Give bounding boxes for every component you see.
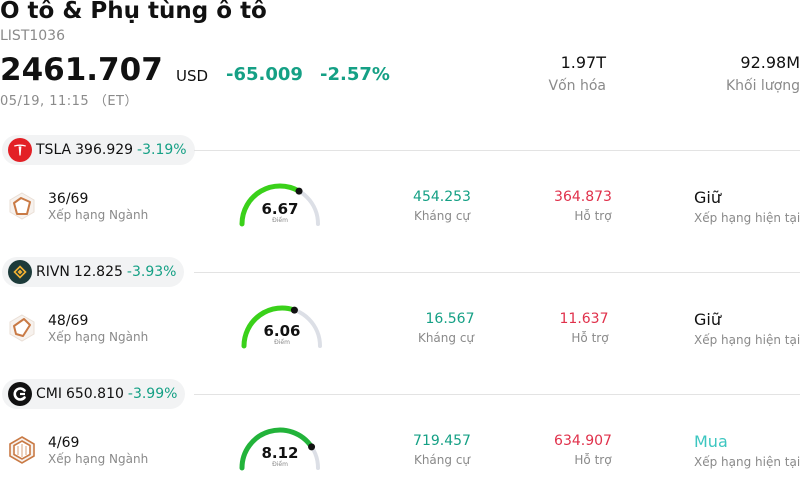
ticker-price: 12.825	[73, 264, 123, 280]
score-gauge	[239, 427, 320, 471]
rivian-logo-icon	[8, 260, 32, 284]
stock-ticker-tsla[interactable]: TSLA 396.929 -3.19%	[2, 135, 195, 165]
support-label: Hỗ trợ	[571, 331, 609, 345]
industry-rank-label: Xếp hạng Ngành	[48, 330, 149, 344]
support-value: 634.907	[554, 433, 612, 449]
resistance-label: Kháng cự	[413, 453, 471, 467]
ticker-price: 396.929	[75, 142, 134, 158]
current-rating-label: Xếp hạng hiện tại	[694, 455, 800, 469]
support-label: Hỗ trợ	[574, 453, 612, 467]
score-value: 6.06	[263, 322, 301, 340]
score-value: 8.12	[261, 444, 299, 462]
resistance-label: Kháng cự	[413, 209, 471, 223]
volume-value: 92.98M	[740, 53, 800, 72]
ticker-change: -3.99%	[127, 386, 178, 402]
industry-rank: 36/69	[48, 191, 89, 207]
index-price: 2461.707	[0, 52, 163, 88]
resistance-value: 16.567	[425, 311, 475, 327]
industry-rank: 48/69	[48, 313, 89, 329]
ticker-symbol: RIVN	[36, 264, 70, 280]
timestamp: 05/19, 11:15 （ET）	[0, 94, 138, 109]
industry-rank: 4/69	[48, 435, 80, 451]
current-rating-label: Xếp hạng hiện tại	[694, 211, 800, 225]
tesla-logo-icon	[8, 138, 32, 162]
industry-rank-label: Xếp hạng Ngành	[48, 452, 149, 466]
stock-ticker-cmi[interactable]: CMI 650.810 -3.99%	[2, 379, 186, 409]
support-label: Hỗ trợ	[574, 209, 612, 223]
industry-rank-icon	[9, 436, 35, 464]
market-cap-value: 1.97T	[560, 53, 606, 72]
industry-rank-label: Xếp hạng Ngành	[48, 208, 149, 222]
current-rating: Giữ	[694, 188, 721, 207]
resistance-value: 454.253	[413, 189, 471, 205]
currency-label: USD	[176, 67, 209, 85]
industry-rank-icon	[9, 192, 35, 220]
market-cap-label: Vốn hóa	[548, 78, 606, 94]
row-divider	[194, 272, 800, 273]
industry-rank-icon	[9, 314, 35, 342]
volume-label: Khối lượng	[725, 78, 800, 94]
ticker-change: -3.19%	[137, 142, 187, 158]
ticker-symbol: TSLA	[36, 142, 72, 158]
price-change: -65.009	[226, 64, 303, 85]
stock-ticker-rivn[interactable]: RIVN 12.825 -3.93%	[2, 257, 185, 287]
page-title: Ô tô & Phụ tùng ô tô	[0, 0, 267, 24]
price-change-percent: -2.57%	[320, 64, 390, 85]
resistance-value: 719.457	[413, 433, 471, 449]
row-divider	[194, 150, 800, 151]
score-gauge	[241, 305, 322, 349]
ticker-symbol: CMI	[36, 386, 62, 402]
ticker-change: -3.93%	[126, 264, 177, 280]
score-label: Điểm	[272, 461, 288, 468]
ticker-price: 650.810	[65, 386, 124, 402]
score-label: Điểm	[274, 339, 290, 346]
score-value: 6.67	[261, 200, 299, 218]
current-rating-label: Xếp hạng hiện tại	[694, 333, 800, 347]
support-value: 11.637	[559, 311, 609, 327]
support-value: 364.873	[554, 189, 612, 205]
current-rating: Mua	[694, 432, 728, 451]
current-rating: Giữ	[694, 310, 721, 329]
list-code: LIST1036	[0, 28, 65, 44]
cummins-logo-icon	[8, 382, 32, 406]
score-gauge	[239, 183, 320, 227]
resistance-label: Kháng cự	[417, 331, 475, 345]
score-label: Điểm	[272, 217, 288, 224]
row-divider	[194, 394, 800, 395]
